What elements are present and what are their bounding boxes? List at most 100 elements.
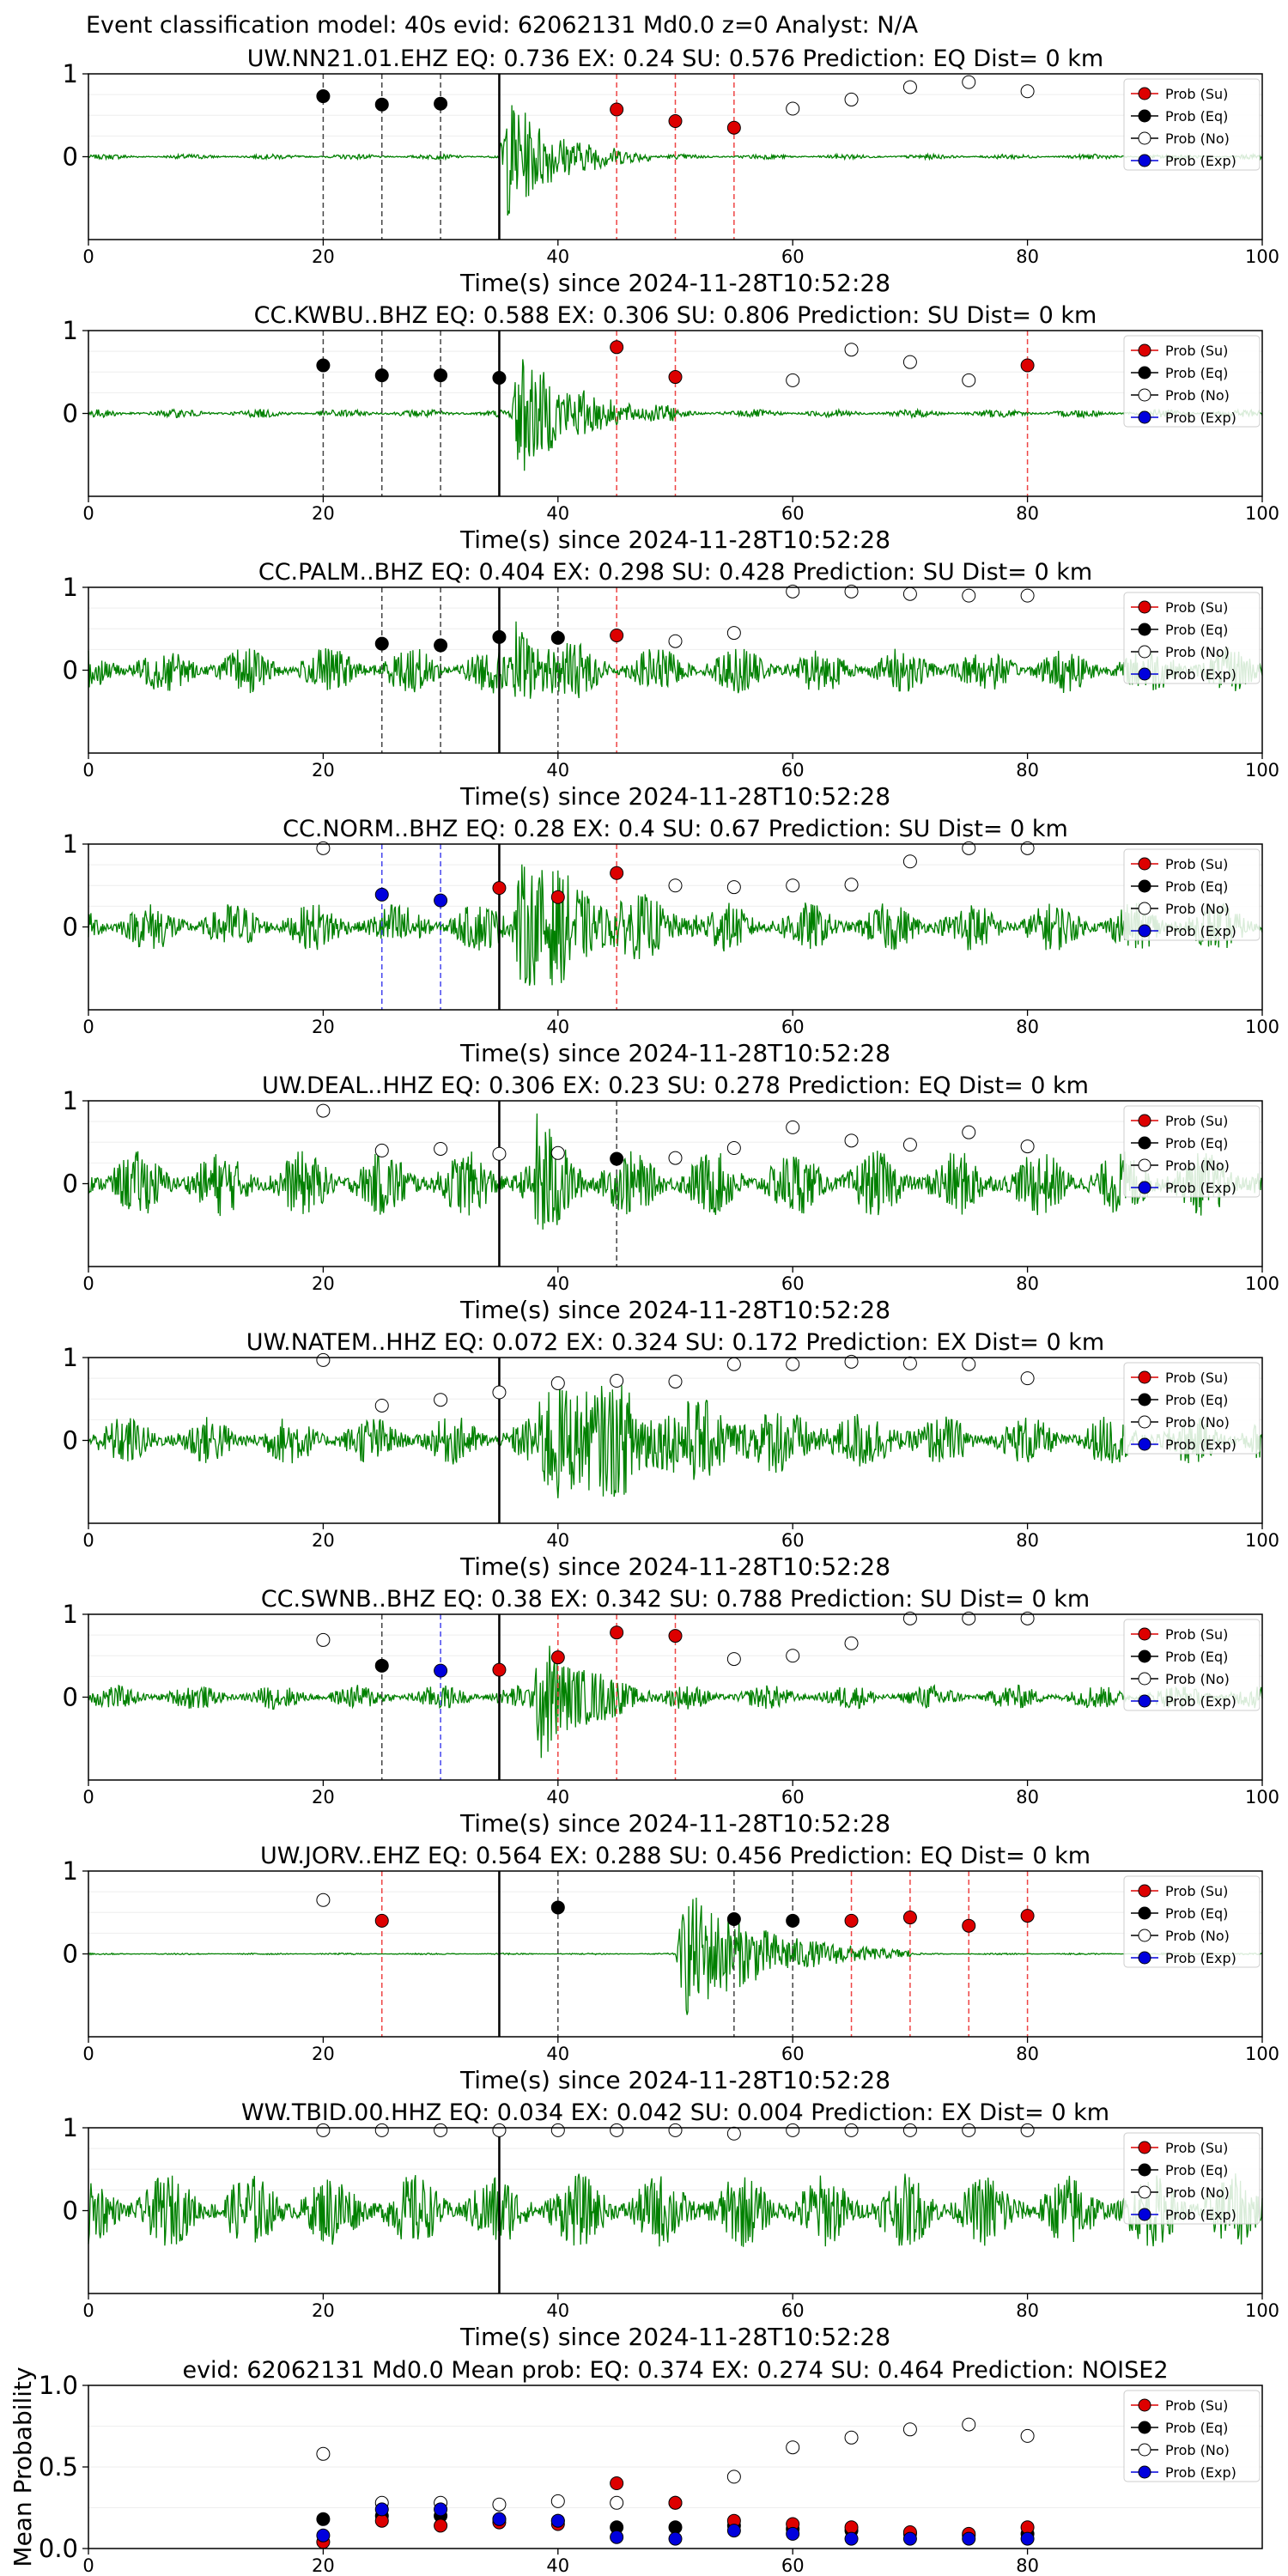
- x-tick-label: 40: [546, 1017, 569, 1037]
- legend-label: Prob (No): [1165, 387, 1230, 404]
- y-tick-label: 0: [63, 1940, 78, 1969]
- legend-marker-eq: [1138, 1906, 1151, 1920]
- legend-label: Prob (No): [1165, 2442, 1230, 2458]
- prob-marker-eq: [492, 629, 507, 644]
- x-tick-label: 60: [781, 760, 805, 781]
- x-tick-label: 0: [82, 1273, 94, 1294]
- y-tick-label: 0: [63, 1170, 78, 1199]
- x-tick-label: 0: [82, 2044, 94, 2064]
- x-tick-label: 80: [1016, 246, 1039, 267]
- x-tick-label: 100: [1245, 2300, 1279, 2321]
- prob-marker-eq: [434, 638, 448, 653]
- prob-marker-no: [374, 1143, 389, 1157]
- legend-label: Prob (No): [1165, 131, 1230, 147]
- prob-marker-su: [610, 102, 624, 117]
- legend-marker-no: [1138, 1415, 1151, 1429]
- prob-marker-no: [962, 373, 976, 387]
- legend-marker-su: [1138, 87, 1151, 100]
- prob-marker-exp: [668, 2531, 683, 2546]
- prob-marker-no: [668, 1374, 683, 1388]
- prob-marker-exp: [726, 2524, 741, 2538]
- x-tick-label: 0: [82, 1787, 94, 1807]
- prob-marker-no: [316, 841, 331, 855]
- prob-marker-no: [844, 92, 859, 106]
- legend-label: Prob (Eq): [1165, 365, 1228, 381]
- x-tick-label: 40: [546, 760, 569, 781]
- waveform-trace: [88, 1897, 1263, 2015]
- prob-marker-no: [1020, 1139, 1035, 1154]
- x-tick-label: 20: [312, 1017, 335, 1037]
- figure-suptitle: Event classification model: 40s evid: 62…: [86, 12, 919, 39]
- legend-marker-eq: [1138, 1649, 1151, 1663]
- prob-marker-no: [962, 841, 976, 855]
- prob-marker-su: [668, 2495, 683, 2510]
- y-tick-label: 1.0: [39, 2371, 78, 2400]
- x-tick-label: 60: [781, 2555, 805, 2576]
- station-panel-4: CC.NORM..BHZ EQ: 0.28 EX: 0.4 SU: 0.67 P…: [63, 816, 1280, 1067]
- station-panel-2: CC.KWBU..BHZ EQ: 0.588 EX: 0.306 SU: 0.8…: [63, 302, 1280, 554]
- legend-marker-su: [1138, 2141, 1151, 2154]
- legend: Prob (Su) Prob (Eq) Prob (No) Prob (Exp): [1123, 592, 1261, 684]
- prob-marker-eq: [610, 1151, 624, 1166]
- legend-marker-exp: [1138, 1951, 1151, 1965]
- prob-marker-eq: [550, 630, 565, 645]
- x-tick-label: 100: [1245, 2044, 1279, 2064]
- prob-marker-su: [492, 1662, 507, 1677]
- prob-marker-no: [726, 2126, 741, 2141]
- x-tick-label: 0: [82, 2555, 94, 2576]
- legend-marker-su: [1138, 343, 1151, 357]
- panel-title: CC.SWNB..BHZ EQ: 0.38 EX: 0.342 SU: 0.78…: [261, 1586, 1090, 1613]
- legend-label: Prob (Eq): [1165, 2162, 1228, 2178]
- prob-marker-su: [550, 890, 565, 904]
- prob-marker-no: [844, 2123, 859, 2137]
- prob-marker-no: [844, 1133, 859, 1148]
- x-tick-label: 0: [82, 760, 94, 781]
- legend-marker-no: [1138, 902, 1151, 915]
- legend-label: Prob (Eq): [1165, 1392, 1228, 1408]
- prob-marker-no: [316, 1103, 331, 1118]
- prob-marker-exp: [550, 2513, 565, 2528]
- prob-marker-exp: [374, 887, 389, 902]
- x-tick-label: 60: [781, 246, 805, 267]
- legend-marker-exp: [1138, 2465, 1151, 2479]
- legend-marker-exp: [1138, 2208, 1151, 2221]
- prob-marker-eq: [492, 371, 507, 386]
- x-axis-label: Time(s) since 2024-11-28T10:52:28: [459, 782, 890, 811]
- prob-marker-no: [962, 1125, 976, 1139]
- prob-marker-no: [786, 1120, 800, 1134]
- legend-marker-exp: [1138, 667, 1151, 681]
- prob-marker-exp: [610, 2530, 624, 2544]
- prob-marker-su: [610, 866, 624, 880]
- prob-marker-no: [434, 1141, 448, 1156]
- x-tick-label: 100: [1245, 1273, 1279, 1294]
- prob-marker-no: [434, 1393, 448, 1407]
- station-panel-8: UW.JORV..EHZ EQ: 0.564 EX: 0.288 SU: 0.4…: [63, 1843, 1280, 2094]
- prob-marker-exp: [434, 1663, 448, 1678]
- y-tick-label: 0: [63, 143, 78, 172]
- legend-label: Prob (Exp): [1165, 1693, 1236, 1710]
- legend-marker-eq: [1138, 109, 1151, 123]
- legend-label: Prob (Exp): [1165, 666, 1236, 683]
- legend-marker-exp: [1138, 1181, 1151, 1194]
- y-tick-label: 1: [63, 573, 78, 602]
- prob-marker-no: [316, 1632, 331, 1647]
- x-axis-label: Time(s) since 2024-11-28T10:52:28: [459, 1552, 890, 1581]
- prob-marker-no: [844, 343, 859, 357]
- waveform-trace: [88, 864, 1263, 987]
- legend-label: Prob (No): [1165, 2184, 1230, 2201]
- y-tick-label: 1: [63, 1600, 78, 1629]
- prob-marker-no: [902, 1356, 917, 1370]
- prob-marker-eq: [434, 96, 448, 111]
- y-tick-label: 1: [63, 1856, 78, 1886]
- legend: Prob (Su) Prob (Eq) Prob (No) Prob (Exp): [1123, 1362, 1261, 1455]
- y-tick-label: 0: [63, 1426, 78, 1455]
- prob-marker-no: [844, 1354, 859, 1369]
- prob-marker-no: [962, 2417, 976, 2432]
- prob-marker-no: [668, 634, 683, 648]
- mean-probability-panel: evid: 62062131 Md0.0 Mean prob: EQ: 0.37…: [9, 2357, 1263, 2576]
- x-tick-label: 100: [1245, 1530, 1279, 1551]
- prob-marker-no: [610, 2123, 624, 2137]
- prob-marker-su: [1020, 2520, 1035, 2535]
- x-axis-label: Time(s) since 2024-11-28T10:52:28: [459, 526, 890, 554]
